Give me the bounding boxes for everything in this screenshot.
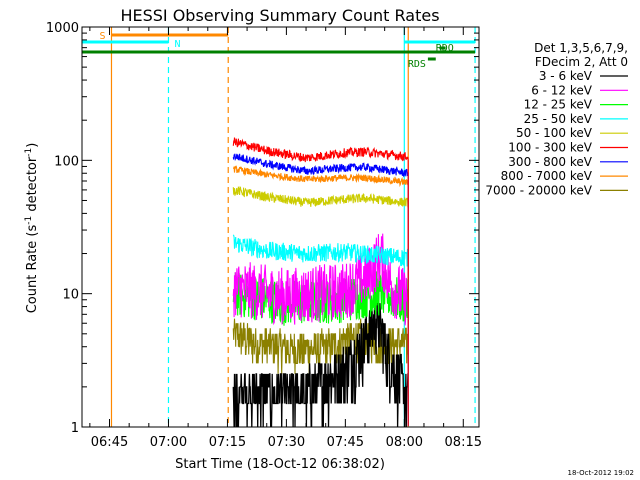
y-tick-label: 100: [54, 154, 79, 169]
legend-label: 800 - 7000 keV: [501, 169, 593, 183]
flag-label: N: [174, 39, 180, 50]
legend-label: 12 - 25 keV: [524, 98, 593, 112]
legend-label: 100 - 300 keV: [508, 141, 592, 155]
x-axis-label: Start Time (18-Oct-12 06:38:02): [175, 457, 385, 472]
flag-label: S: [99, 31, 105, 42]
legend-label: 3 - 6 keV: [539, 69, 593, 83]
series-line: [232, 234, 409, 426]
legend-header-line2: FDecim 2, Att 0: [535, 55, 628, 69]
plot-frame: [81, 26, 480, 428]
x-tick-label: 07:45: [327, 435, 364, 450]
x-axis: 06:45 07:00 07:15 07:30 07:45 08:00 08:15: [89, 27, 482, 450]
series-line: [232, 165, 409, 426]
legend-label: 7000 - 20000 keV: [485, 183, 592, 197]
flag-bars: S N RDS RDO: [82, 31, 476, 70]
legend-header-line1: Det 1,3,5,6,7,9,: [534, 41, 628, 55]
x-tick-label: 07:00: [150, 435, 187, 450]
x-tick-label: 07:30: [268, 435, 305, 450]
legend-label: 25 - 50 keV: [524, 112, 593, 126]
chart-title: HESSI Observing Summary Count Rates: [120, 6, 439, 25]
x-tick-label: 08:15: [445, 435, 482, 450]
legend-label: 50 - 100 keV: [516, 126, 593, 140]
series-group: [232, 137, 409, 427]
x-tick-label: 06:45: [91, 435, 128, 450]
y-axis-label: Count Rate (s-1 detector-1): [24, 143, 40, 314]
y-axis-label-part3: ): [25, 143, 40, 148]
series-line: [232, 318, 409, 426]
y-axis-label-sup2: -1: [24, 148, 34, 157]
series-line: [232, 186, 409, 426]
legend: Det 1,3,5,6,7,9, FDecim 2, Att 0 3 - 6 k…: [485, 41, 628, 197]
y-tick-label: 10: [62, 288, 79, 303]
generation-timestamp: 18-Oct-2012 19:02: [568, 469, 634, 477]
y-axis-label-part2: detector: [25, 156, 40, 216]
legend-label: 6 - 12 keV: [531, 83, 593, 97]
series-line: [232, 153, 409, 426]
event-marker-lines: [110, 27, 476, 427]
flag-label: RDO: [436, 43, 454, 54]
y-tick-label: 1000: [46, 21, 79, 36]
series-line: [232, 293, 409, 427]
series-line: [232, 233, 409, 426]
legend-label: 300 - 800 keV: [508, 155, 592, 169]
flag-label: RDS: [408, 59, 426, 70]
y-axis-label-sup1: -1: [24, 216, 34, 225]
x-tick-label: 07:15: [209, 435, 246, 450]
y-tick-label: 1: [71, 421, 79, 436]
y-axis-label-part1: Count Rate (s: [25, 225, 40, 314]
x-tick-label: 08:00: [386, 435, 423, 450]
y-axis: 1 10 100 1000: [46, 21, 479, 436]
series-line: [232, 137, 409, 426]
